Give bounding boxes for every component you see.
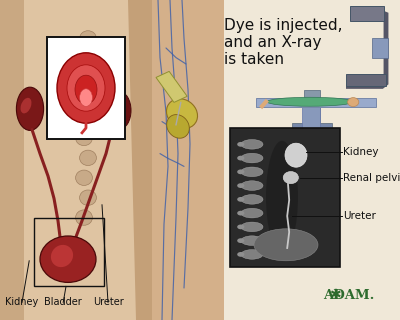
Ellipse shape [241, 222, 263, 232]
Ellipse shape [76, 91, 92, 106]
Ellipse shape [76, 210, 92, 225]
Text: Ureter: Ureter [343, 211, 376, 221]
Bar [292, 128, 328, 135]
Ellipse shape [267, 97, 353, 106]
Ellipse shape [254, 229, 318, 261]
Bar [302, 107, 320, 130]
Ellipse shape [237, 225, 244, 229]
Ellipse shape [237, 170, 244, 174]
Ellipse shape [80, 150, 96, 165]
Bar [372, 38, 388, 58]
Ellipse shape [241, 208, 263, 218]
Text: ADAM.: ADAM. [324, 289, 375, 302]
Ellipse shape [80, 31, 96, 46]
Text: Dye is injected,
and an X-ray
is taken: Dye is injected, and an X-ray is taken [224, 18, 342, 68]
Ellipse shape [76, 130, 92, 146]
Bar [256, 98, 376, 107]
Ellipse shape [241, 140, 263, 149]
Ellipse shape [51, 245, 73, 267]
Ellipse shape [241, 195, 263, 204]
Ellipse shape [80, 70, 96, 86]
Ellipse shape [237, 252, 244, 257]
Ellipse shape [109, 92, 131, 129]
Ellipse shape [76, 51, 92, 66]
Ellipse shape [67, 65, 105, 111]
Ellipse shape [237, 142, 244, 147]
Ellipse shape [237, 238, 244, 243]
Ellipse shape [237, 197, 244, 202]
Bar [34, 218, 104, 286]
Ellipse shape [80, 190, 96, 205]
Text: Bladder: Bladder [44, 297, 82, 307]
Ellipse shape [167, 115, 189, 138]
Polygon shape [136, 0, 224, 320]
Bar [292, 123, 332, 134]
Ellipse shape [241, 250, 263, 259]
Ellipse shape [20, 98, 32, 113]
Polygon shape [0, 0, 220, 320]
Ellipse shape [16, 87, 44, 130]
Ellipse shape [237, 183, 244, 188]
Ellipse shape [76, 170, 92, 186]
Ellipse shape [241, 236, 263, 245]
Bar [230, 128, 340, 267]
Text: ✱: ✱ [329, 288, 341, 302]
Ellipse shape [237, 156, 244, 161]
Ellipse shape [285, 143, 307, 167]
Bar [47, 37, 125, 139]
Polygon shape [0, 0, 24, 320]
Ellipse shape [166, 99, 198, 128]
Text: Kidney: Kidney [5, 297, 39, 307]
Text: Renal pelvis: Renal pelvis [343, 172, 400, 183]
Bar [350, 6, 384, 21]
Bar [156, 71, 187, 102]
Ellipse shape [283, 172, 298, 184]
Polygon shape [184, 0, 220, 320]
Ellipse shape [241, 167, 263, 177]
Bar [302, 133, 322, 146]
Bar [346, 74, 386, 86]
Ellipse shape [241, 181, 263, 190]
Bar [304, 90, 320, 128]
Ellipse shape [75, 75, 97, 104]
Ellipse shape [80, 110, 96, 126]
Ellipse shape [80, 89, 92, 106]
Ellipse shape [237, 211, 244, 216]
Ellipse shape [241, 153, 263, 163]
Ellipse shape [348, 98, 359, 107]
Ellipse shape [57, 53, 115, 123]
Text: Kidney: Kidney [343, 147, 379, 157]
Text: Ureter: Ureter [93, 297, 123, 307]
Ellipse shape [40, 236, 96, 283]
Polygon shape [128, 0, 152, 320]
Ellipse shape [266, 141, 298, 253]
